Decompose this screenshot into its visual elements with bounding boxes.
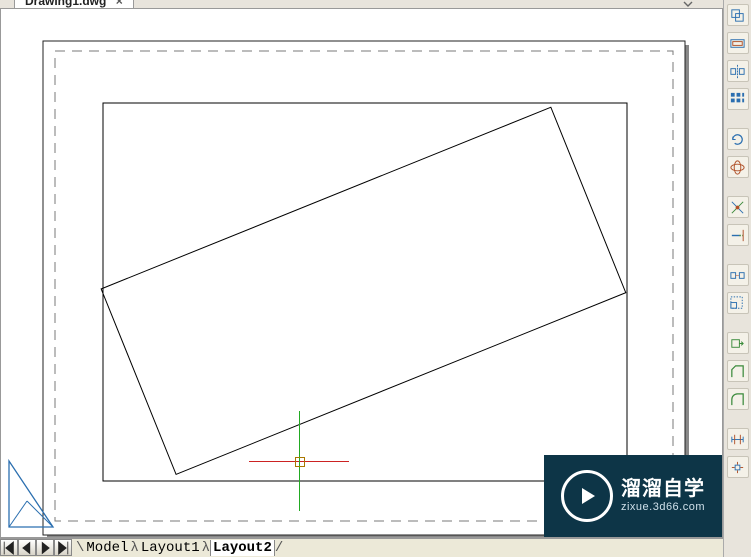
tab-model[interactable]: Model [84,540,130,556]
tab-layout2[interactable]: Layout2 [210,540,275,556]
stretch-icon[interactable] [727,332,749,354]
nav-first-icon[interactable] [0,539,18,556]
tab-layout1[interactable]: Layout1 [139,540,202,556]
tab-sep: / [275,540,283,556]
lengthen-icon[interactable] [727,428,749,450]
scale-icon[interactable] [727,292,749,314]
rotate-icon[interactable] [727,128,749,150]
orbit-icon[interactable] [727,156,749,178]
fillet-icon[interactable] [727,388,749,410]
offset-icon[interactable] [727,32,749,54]
modify-toolbar [723,0,751,557]
crosshair-pickbox [295,457,305,467]
tab-sep: \ [76,540,84,556]
watermark: 溜溜自学 zixue.3d66.com [544,455,722,537]
array-icon[interactable] [727,88,749,110]
nav-last-icon[interactable] [54,539,72,556]
tab-sep: λ [130,540,138,556]
break-icon[interactable] [727,264,749,286]
trim-icon[interactable] [727,196,749,218]
watermark-domain: zixue.3d66.com [621,501,705,514]
mirror-icon[interactable] [727,60,749,82]
copy-icon[interactable] [727,4,749,26]
close-icon[interactable]: × [116,0,123,8]
extend-icon[interactable] [727,224,749,246]
file-tab-label: Drawing1.dwg [25,0,106,8]
watermark-brand: 溜溜自学 [621,478,705,501]
layout-tab-bar: \ Model λ Layout1 λ Layout2 / [0,538,723,557]
explode-icon[interactable] [727,456,749,478]
watermark-logo-icon [561,470,613,522]
nav-prev-icon[interactable] [18,539,36,556]
chamfer-icon[interactable] [727,360,749,382]
nav-next-icon[interactable] [36,539,54,556]
layout-tabs: \ Model λ Layout1 λ Layout2 / [72,539,283,557]
tab-dropdown-icon[interactable] [683,0,693,6]
tab-sep: λ [202,540,210,556]
